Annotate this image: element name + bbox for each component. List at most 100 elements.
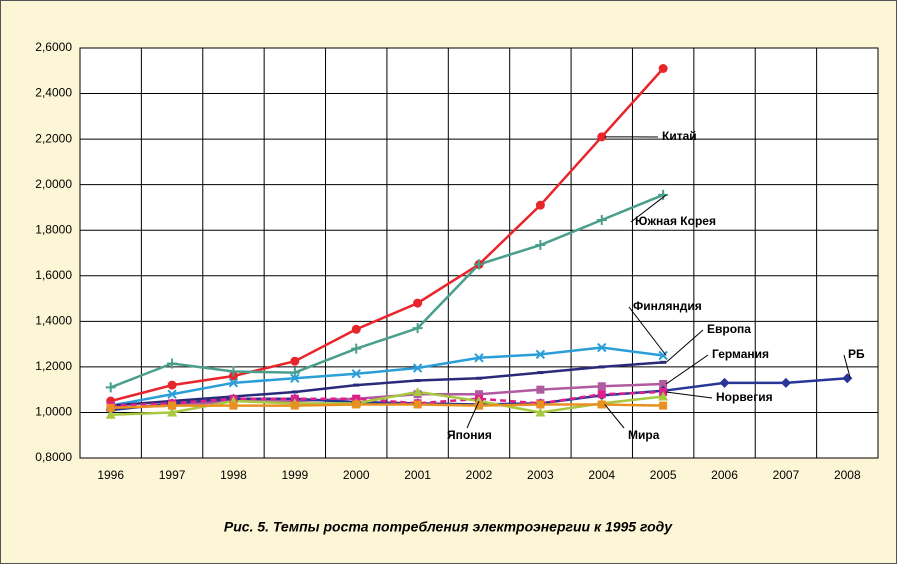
y-tick-label: 1,2000 (35, 359, 72, 373)
marker (229, 401, 238, 410)
marker (412, 386, 423, 396)
marker (351, 343, 362, 354)
marker (413, 298, 423, 308)
marker (597, 382, 606, 391)
series-label: Финляндия (633, 299, 702, 313)
y-tick-label: 1,0000 (35, 405, 72, 419)
marker (106, 403, 115, 412)
marker (167, 358, 178, 369)
series-line (110, 403, 664, 410)
marker (659, 401, 668, 410)
y-tick-label: 1,8000 (35, 222, 72, 236)
marker (658, 350, 668, 361)
marker (596, 214, 607, 225)
marker (289, 367, 300, 378)
marker (167, 380, 177, 390)
y-tick-label: 2,6000 (35, 40, 72, 54)
y-tick-label: 1,4000 (35, 314, 72, 328)
y-tick-label: 0,8000 (35, 450, 72, 464)
y-tick-label: 2,2000 (35, 131, 72, 145)
marker (168, 401, 177, 410)
series-line (110, 390, 664, 407)
marker (228, 378, 239, 388)
series-label: Мира (628, 428, 660, 442)
marker (780, 377, 791, 388)
y-tick-label: 2,4000 (35, 86, 72, 100)
y-tick-label: 2,0000 (35, 177, 72, 191)
marker (352, 400, 361, 409)
marker (658, 64, 668, 73)
chart-title: Рис. 5. Темпы роста потребления электроэ… (224, 519, 673, 535)
marker (291, 390, 298, 394)
marker (475, 401, 483, 410)
marker (353, 383, 360, 387)
leader-line (666, 391, 713, 399)
marker (535, 349, 546, 360)
series-line (110, 346, 664, 407)
marker (658, 189, 669, 200)
marker (290, 401, 299, 410)
marker (476, 376, 482, 380)
marker (412, 363, 423, 373)
marker (659, 379, 668, 388)
marker (105, 409, 116, 419)
series-label: Норвегия (716, 390, 773, 404)
marker (597, 132, 607, 142)
marker (535, 240, 546, 251)
marker (536, 400, 545, 409)
series-label: РБ (848, 347, 865, 361)
x-tick-label: 2003 (527, 468, 554, 482)
marker (105, 382, 116, 393)
marker (475, 390, 483, 399)
marker (414, 379, 421, 383)
leader-line (630, 194, 667, 223)
leader-line (843, 354, 851, 379)
series-label: Китай (662, 129, 697, 143)
series-line (110, 361, 664, 407)
marker (537, 371, 544, 375)
leader-line (604, 404, 625, 429)
leader-line (628, 306, 667, 356)
series-label: Европа (707, 322, 751, 336)
x-tick-label: 2006 (711, 468, 738, 482)
x-tick-label: 1999 (281, 468, 308, 482)
marker (597, 342, 607, 353)
leader-line (665, 354, 709, 385)
series-line (110, 67, 665, 403)
x-tick-label: 2002 (466, 468, 493, 482)
plot-area (79, 47, 879, 459)
x-tick-label: 2000 (343, 468, 370, 482)
x-tick-label: 2005 (650, 468, 677, 482)
x-tick-label: 2004 (588, 468, 615, 482)
marker (536, 385, 545, 394)
marker (412, 323, 423, 334)
x-tick-label: 2007 (773, 468, 800, 482)
marker (474, 353, 484, 363)
marker (290, 356, 300, 366)
leader-line (665, 329, 704, 363)
marker (228, 366, 239, 377)
marker (597, 390, 606, 399)
marker (167, 389, 177, 399)
marker (474, 259, 484, 270)
marker (597, 400, 606, 409)
marker (535, 407, 546, 417)
y-tick-label: 1,6000 (35, 268, 72, 282)
x-tick-label: 1996 (97, 468, 124, 482)
marker (351, 324, 361, 334)
marker (351, 369, 361, 379)
marker (658, 391, 669, 401)
marker (413, 400, 422, 409)
marker (535, 200, 545, 210)
marker (598, 365, 605, 369)
marker (719, 377, 730, 388)
marker (167, 407, 178, 417)
series-label: Южная Корея (635, 214, 716, 228)
series-label: Япония (447, 428, 492, 442)
series-line (110, 193, 664, 389)
marker (660, 360, 667, 364)
series-label: Германия (712, 347, 769, 361)
leader-line (466, 400, 480, 429)
x-tick-label: 2008 (834, 468, 861, 482)
